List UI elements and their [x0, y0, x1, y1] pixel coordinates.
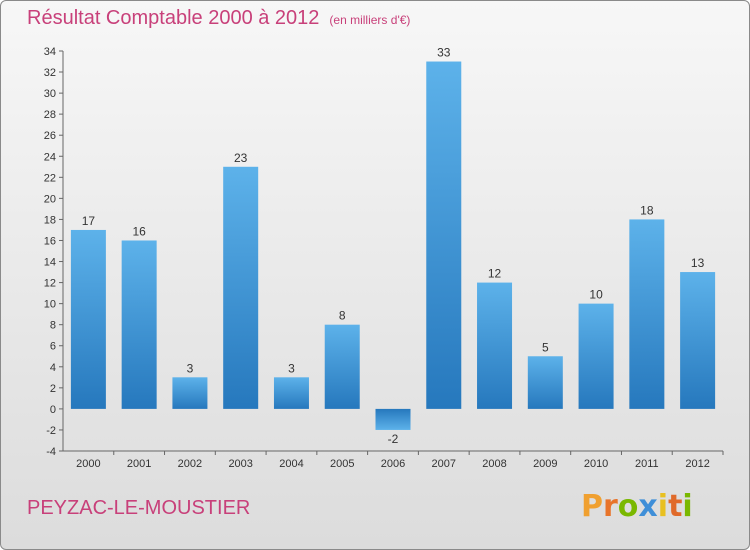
bar	[629, 219, 665, 409]
x-tick-label: 2008	[482, 458, 506, 470]
y-tick-label: 4	[50, 362, 56, 374]
bar	[324, 324, 360, 409]
y-tick-label: 6	[50, 341, 56, 353]
bar	[426, 61, 462, 409]
y-tick-label: 8	[50, 320, 56, 332]
y-tick-label: 18	[44, 214, 56, 226]
commune-name: PEYZAC-LE-MOUSTIER	[27, 497, 251, 519]
y-tick-label: 2	[50, 383, 56, 395]
chart-title-text: Résultat Comptable 2000 à 2012	[27, 7, 320, 29]
y-tick-label: 32	[44, 67, 56, 79]
logo-letter: x	[638, 489, 658, 524]
bar-value-label: -2	[388, 432, 399, 446]
y-tick-label: 28	[44, 109, 56, 121]
x-tick-label: 2011	[635, 458, 659, 470]
bar-value-label: 10	[589, 288, 603, 302]
bar	[375, 408, 411, 430]
y-tick-label: 12	[44, 278, 56, 290]
logo-letter: t	[668, 489, 683, 524]
logo-letter: P	[581, 489, 603, 524]
x-tick-label: 2006	[381, 458, 405, 470]
chart-title: Résultat Comptable 2000 à 2012 (en millie…	[27, 7, 410, 30]
bar-value-label: 8	[339, 309, 346, 323]
x-tick-label: 2010	[584, 458, 608, 470]
bar-value-label: 12	[488, 267, 502, 281]
bar	[172, 377, 208, 409]
bar-value-label: 17	[82, 214, 96, 228]
x-tick-label: 2004	[279, 458, 303, 470]
y-tick-label: 14	[44, 257, 56, 269]
x-tick-label: 2002	[178, 458, 202, 470]
logo-letter: i	[682, 489, 693, 524]
y-tick-label: 26	[44, 130, 56, 142]
bar-value-label: 5	[542, 340, 549, 354]
bar-value-label: 33	[437, 46, 451, 60]
y-tick-label: 30	[44, 88, 56, 100]
x-tick-label: 2005	[330, 458, 354, 470]
x-tick-label: 2003	[228, 458, 252, 470]
y-tick-label: 20	[44, 193, 56, 205]
y-tick-label: 34	[44, 46, 56, 58]
bar-value-label: 3	[187, 361, 194, 375]
y-tick-label: -2	[46, 425, 56, 437]
bar-value-label: 23	[234, 151, 248, 165]
proxiti-logo[interactable]: Proxiti	[581, 489, 693, 524]
y-tick-label: 16	[44, 235, 56, 247]
x-tick-label: 2009	[533, 458, 557, 470]
y-tick-label: 24	[44, 151, 56, 163]
logo-letter: r	[603, 489, 618, 524]
y-tick-label: 22	[44, 172, 56, 184]
chart-unit: (en milliers d'€)	[329, 13, 411, 27]
bar	[527, 356, 563, 409]
bar	[223, 166, 259, 409]
y-tick-label: 10	[44, 299, 56, 311]
bar	[578, 303, 614, 409]
logo-letter: i	[657, 489, 669, 524]
bar-value-label: 16	[132, 224, 146, 238]
x-tick-label: 2012	[685, 458, 709, 470]
x-tick-label: 2007	[432, 458, 456, 470]
y-tick-label: -4	[46, 446, 56, 458]
bar-value-label: 18	[640, 203, 654, 217]
bar-value-label: 13	[691, 256, 705, 270]
bar	[70, 229, 106, 409]
bar	[273, 377, 309, 409]
bar	[680, 272, 716, 409]
x-tick-label: 2001	[127, 458, 151, 470]
x-tick-label: 2000	[76, 458, 100, 470]
logo-letter: o	[617, 489, 639, 524]
bar	[121, 240, 157, 409]
bar	[477, 282, 513, 409]
bar-value-label: 3	[288, 361, 295, 375]
y-tick-label: 0	[50, 404, 56, 416]
